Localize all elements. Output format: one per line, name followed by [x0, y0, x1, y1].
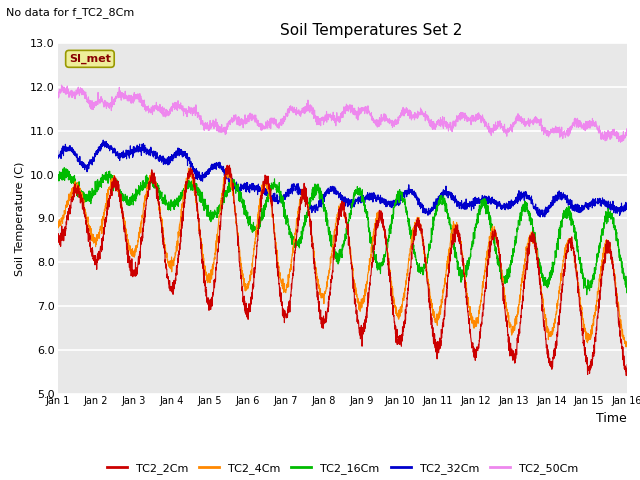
Text: SI_met: SI_met	[69, 54, 111, 64]
Y-axis label: Soil Temperature (C): Soil Temperature (C)	[15, 161, 24, 276]
Title: Soil Temperatures Set 2: Soil Temperatures Set 2	[280, 23, 462, 38]
Text: No data for f_TC2_8Cm: No data for f_TC2_8Cm	[6, 7, 134, 18]
X-axis label: Time: Time	[596, 412, 627, 425]
Legend: TC2_2Cm, TC2_4Cm, TC2_16Cm, TC2_32Cm, TC2_50Cm: TC2_2Cm, TC2_4Cm, TC2_16Cm, TC2_32Cm, TC…	[102, 459, 582, 479]
